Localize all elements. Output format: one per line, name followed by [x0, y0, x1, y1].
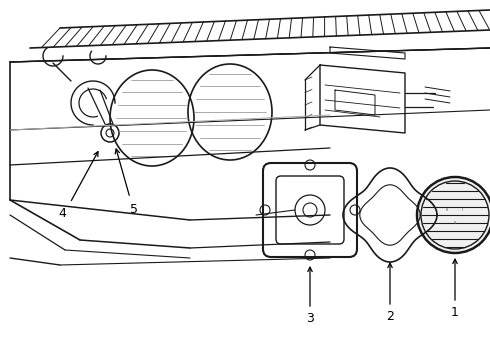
Text: 2: 2: [386, 310, 394, 324]
Text: 1: 1: [451, 306, 459, 320]
Text: 5: 5: [130, 202, 138, 216]
Circle shape: [417, 177, 490, 253]
Text: II: II: [462, 208, 464, 212]
Text: III: III: [445, 208, 449, 212]
Text: 4: 4: [58, 207, 66, 220]
Text: 3: 3: [306, 312, 314, 325]
Text: III: III: [453, 221, 457, 225]
